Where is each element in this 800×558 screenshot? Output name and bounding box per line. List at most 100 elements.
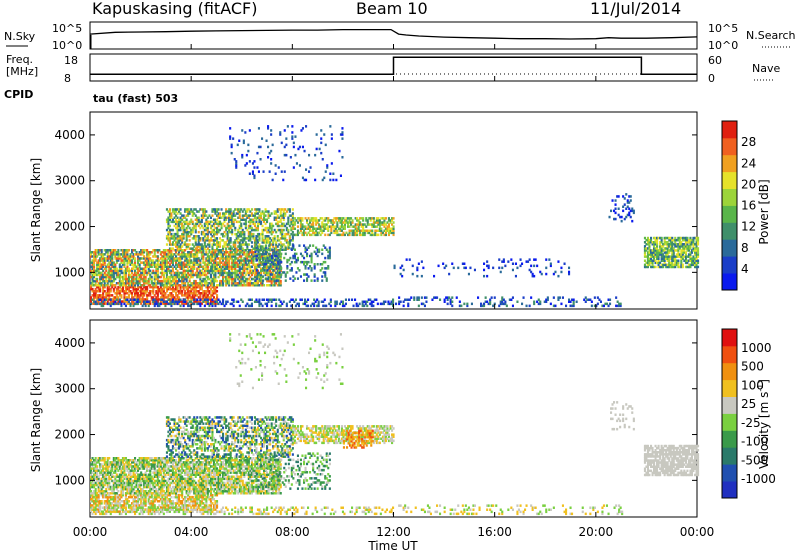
heatmap-cell (304, 150, 306, 153)
heatmap-cell (521, 263, 523, 266)
colorbar-segment (722, 121, 737, 138)
heatmap-cell (591, 301, 593, 304)
heatmap-cell (331, 162, 333, 165)
heatmap-cell (326, 277, 328, 280)
freq-panel: Freq. [MHz] 18 8 60 0 Nave CPID tau (fas… (4, 53, 780, 105)
heatmap-cell (560, 303, 562, 306)
heatmap-cell (258, 170, 260, 173)
heatmap-cell (259, 255, 261, 258)
heatmap-cell (421, 275, 423, 278)
heatmap-cell (285, 137, 287, 140)
heatmap-cell (559, 296, 561, 299)
heatmap-cell (503, 258, 505, 261)
heatmap-cell (377, 303, 379, 306)
heatmap-cell (316, 133, 318, 136)
heatmap-cell (219, 212, 221, 215)
heatmap-cell (330, 299, 332, 302)
heatmap-cell (459, 301, 461, 304)
heatmap-cell (468, 273, 470, 276)
heatmap-cell (311, 279, 313, 282)
heatmap-cell (293, 166, 295, 169)
heatmap-cell (189, 243, 191, 246)
heatmap-cell (270, 133, 272, 136)
heatmap-cell (338, 150, 340, 153)
heatmap-cell (348, 299, 350, 302)
heatmap-cell (516, 301, 518, 304)
heatmap-cell (284, 170, 286, 173)
heatmap-cell (295, 271, 297, 274)
heatmap-cell (460, 305, 462, 308)
heatmap-cell (512, 269, 514, 272)
heatmap-cell (562, 296, 564, 299)
heatmap-cell (303, 279, 305, 282)
heatmap-cell (697, 266, 699, 269)
heatmap-cell (310, 166, 312, 169)
heatmap-cell (366, 305, 368, 308)
heatmap-cell (697, 247, 699, 250)
heatmap-cell (248, 243, 250, 246)
heatmap-cell (403, 305, 405, 308)
station-title: Kapuskasing (fitACF) (92, 0, 257, 18)
heatmap-cell (167, 299, 169, 302)
heatmap-cell (448, 273, 450, 276)
heatmap-cell (615, 212, 617, 215)
heatmap-cell (373, 217, 375, 220)
heatmap-cell (265, 244, 267, 247)
heatmap-cell (294, 249, 296, 252)
noise-right-label: N.Search (746, 29, 796, 42)
heatmap-cell (564, 263, 566, 266)
heatmap-cell (284, 129, 286, 132)
heatmap-cell (180, 299, 182, 302)
heatmap-cell (251, 303, 253, 306)
heatmap-cell (199, 303, 201, 306)
heatmap-cell (345, 303, 347, 306)
heatmap-cell (609, 303, 611, 306)
heatmap-cell (264, 269, 266, 272)
heatmap-cell (270, 129, 272, 132)
heatmap-cell (410, 296, 412, 299)
heatmap-cell (285, 144, 287, 147)
heatmap-cell (359, 303, 361, 306)
heatmap-cell (463, 263, 465, 266)
heatmap-cell (421, 260, 423, 263)
heatmap-cell (241, 154, 243, 157)
heatmap-cell (308, 154, 310, 157)
heatmap-cell (222, 299, 224, 302)
heatmap-cell (164, 305, 166, 308)
heatmap-cell (189, 305, 191, 308)
heatmap-cell (198, 217, 200, 220)
heatmap-cell (280, 267, 282, 270)
noise-left-tick-top: 10^5 (52, 22, 82, 35)
heatmap-cell (172, 247, 174, 250)
heatmap-cell (661, 237, 663, 240)
heatmap-cell (650, 237, 652, 240)
heatmap-cell (266, 140, 268, 143)
heatmap-cell (331, 137, 333, 140)
heatmap-cell (221, 208, 223, 211)
colorbar-segment (722, 239, 737, 256)
heatmap-cell (597, 303, 599, 306)
heatmap-cell (341, 156, 343, 159)
heatmap-cell (568, 271, 570, 274)
heatmap-cell (276, 251, 278, 254)
heatmap-cell (265, 277, 267, 280)
heatmap-cell (218, 208, 220, 211)
heatmap-cell (485, 296, 487, 299)
heatmap-cell (498, 267, 500, 270)
heatmap-cell (307, 305, 309, 308)
y-tick-label: 1000 (54, 265, 85, 279)
heatmap-cell (541, 273, 543, 276)
heatmap-cell (483, 263, 485, 266)
heatmap-cell (401, 275, 403, 278)
noise-panel: N.Sky 10^5 10^0 10^5 10^0 N.Search (4, 22, 796, 52)
heatmap-cell (294, 135, 296, 138)
heatmap-cell (183, 305, 185, 308)
heatmap-cell (340, 175, 342, 178)
heatmap-cell (301, 217, 303, 220)
heatmap-cell (292, 208, 294, 211)
heatmap-cell (442, 263, 444, 266)
heatmap-cell (262, 305, 264, 308)
heatmap-cell (256, 152, 258, 155)
heatmap-cell (536, 265, 538, 268)
heatmap-cell (251, 299, 253, 302)
